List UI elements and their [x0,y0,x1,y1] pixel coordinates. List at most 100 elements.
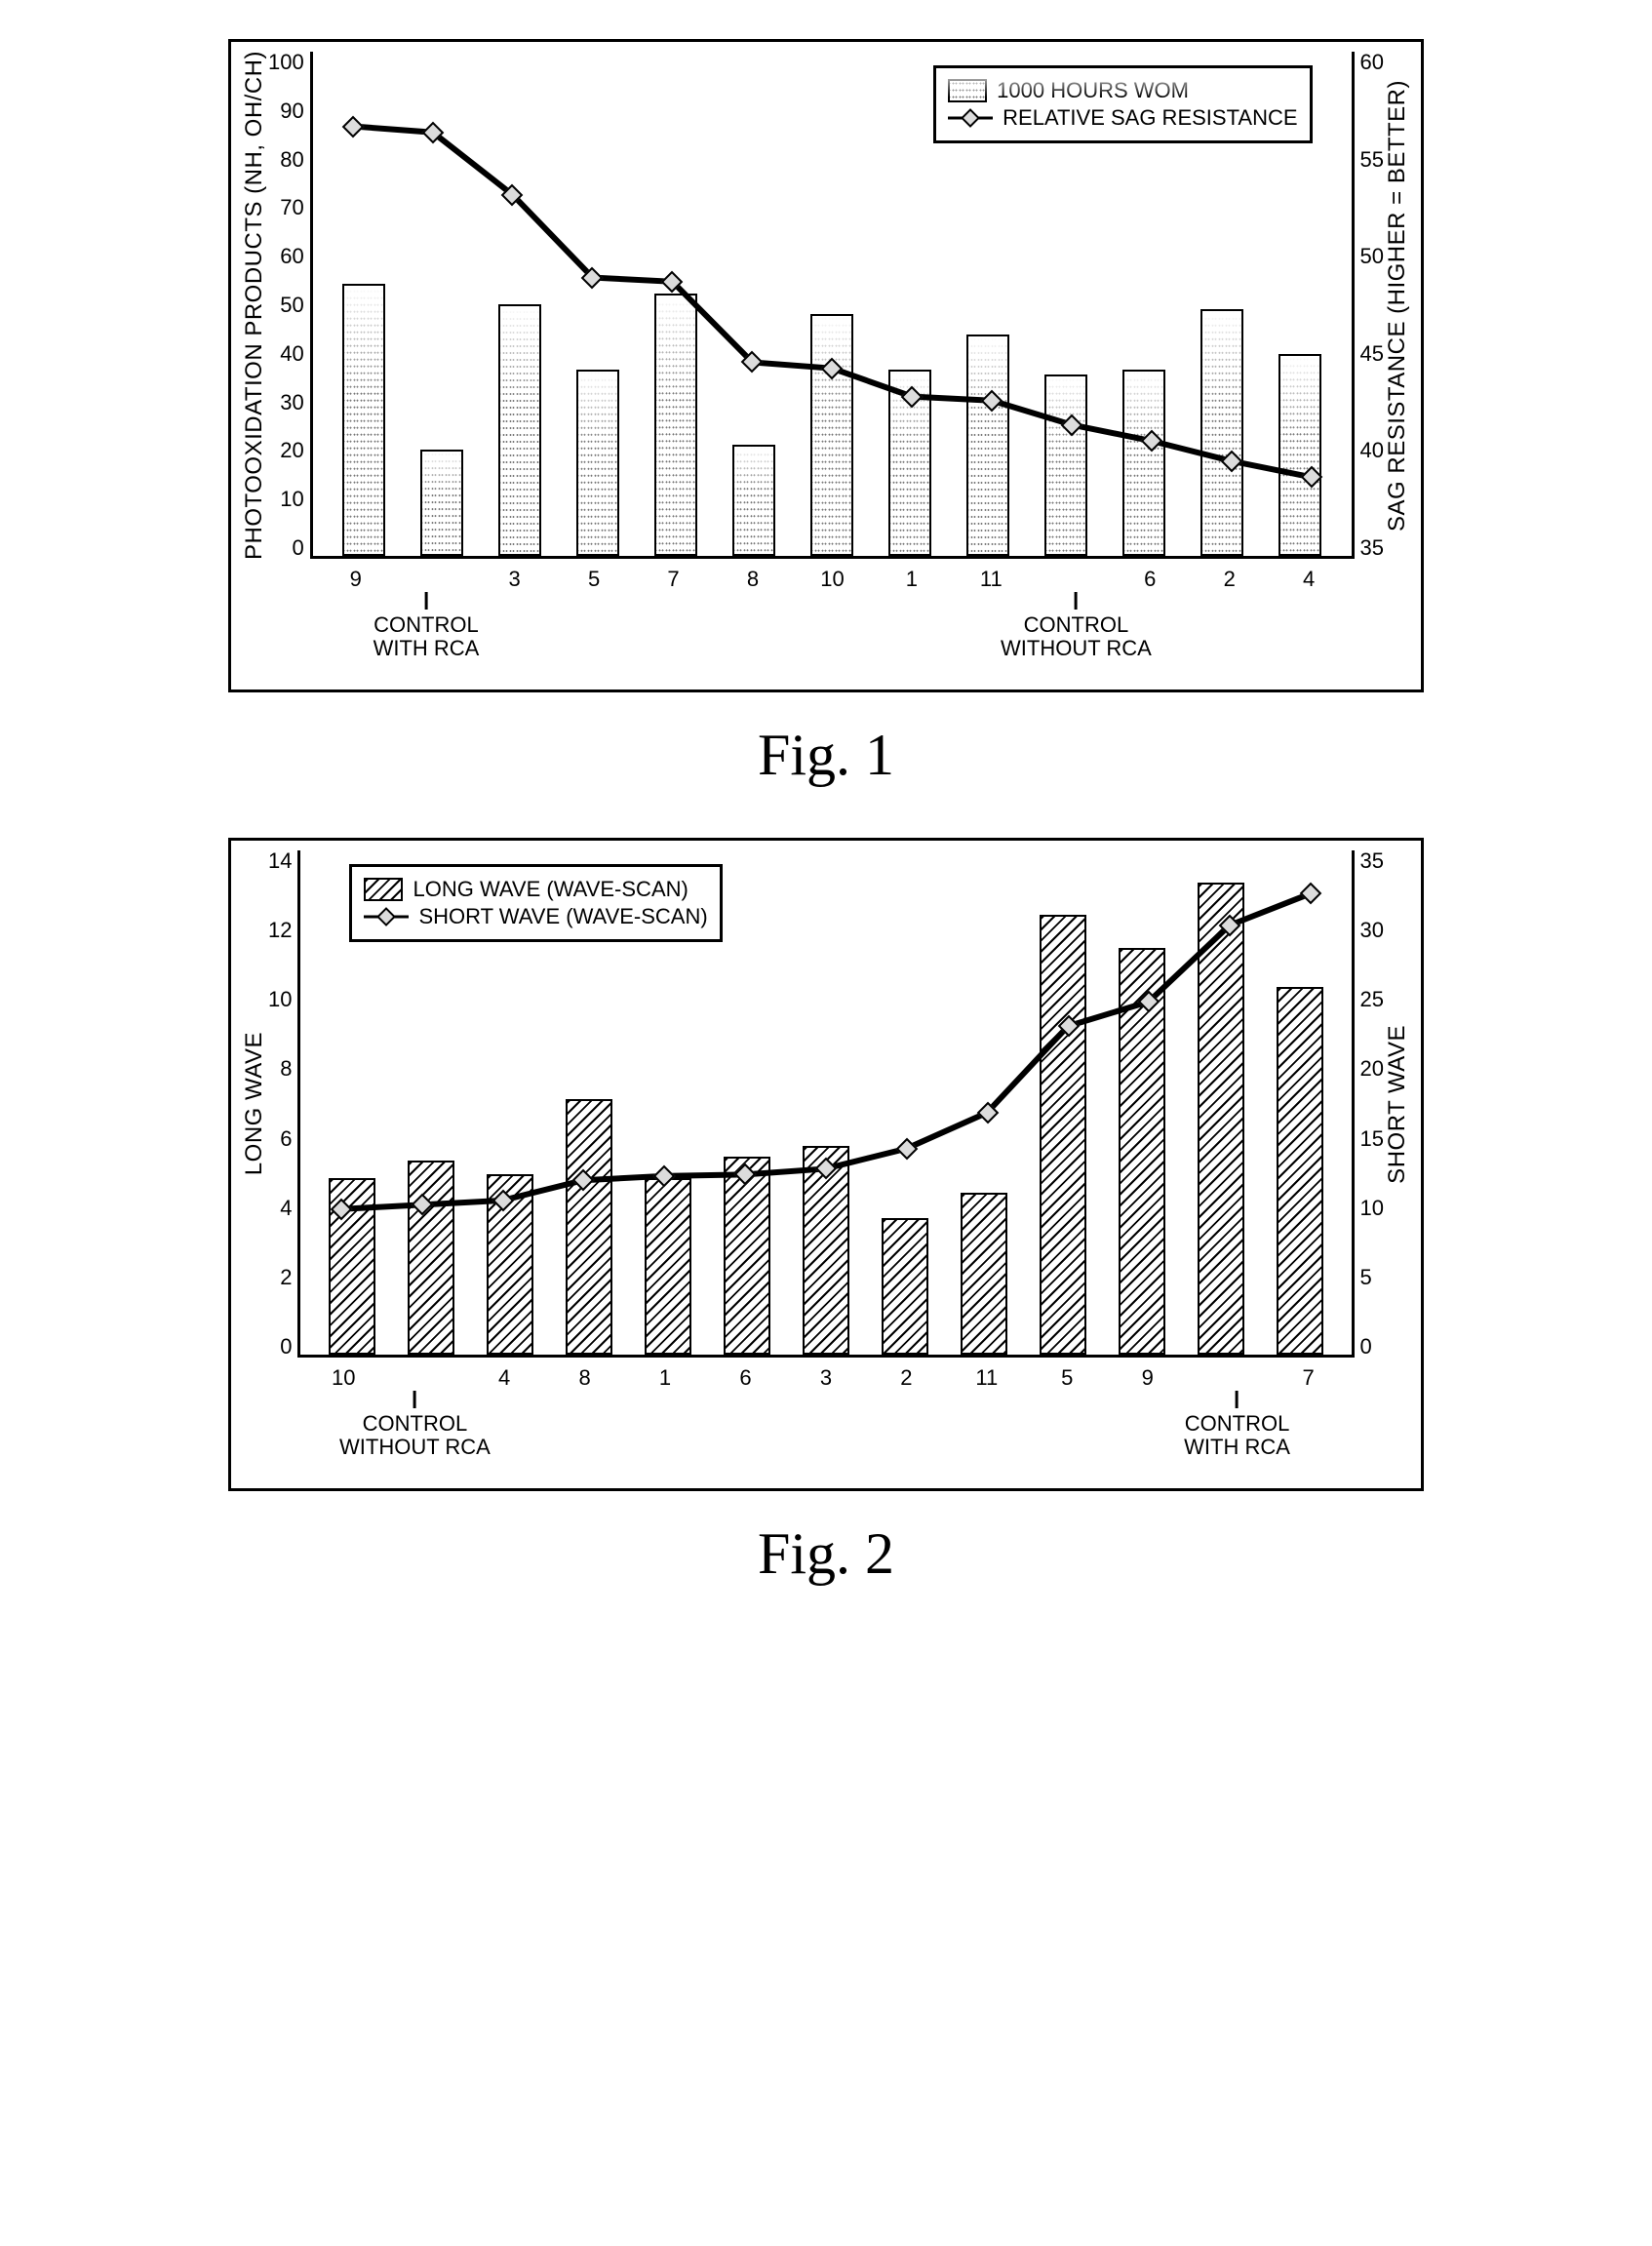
x-annotation: CONTROL WITHOUT RCA [339,1391,491,1459]
x-tick-label: 2 [1190,567,1269,592]
x-tick-label: 9 [1108,1365,1188,1391]
ytick-right: 5 [1360,1267,1384,1288]
x-tick-label: 9 [316,567,395,592]
x-tick-label: 10 [793,567,872,592]
plot-area: LONG WAVE (WAVE-SCAN)SHORT WAVE (WAVE-SC… [297,850,1354,1358]
ytick-left: 80 [268,149,304,171]
ytick-right: 55 [1360,149,1384,171]
y-axis-left-label: PHOTOOXIDATION PRODUCTS (NH, OH/CH) [241,51,268,560]
y-axis-right-ticks: 60 55 50 45 40 35 [1360,52,1384,559]
trend-line [353,127,1312,478]
x-tick-label [1188,1365,1268,1391]
ytick-left: 90 [268,100,304,122]
annotation-tick [413,1391,416,1408]
ytick-right: 40 [1360,440,1384,461]
ytick-left: 10 [268,989,292,1010]
legend-label: LONG WAVE (WAVE-SCAN) [413,877,688,902]
x-annotation: CONTROL WITHOUT RCA [1001,592,1152,660]
x-tick-label [383,1365,463,1391]
legend-row: 1000 HOURS WOM [948,78,1297,103]
y-axis-left-ticks: 1009080706050403020100 [268,52,304,559]
annotation-text: CONTROL WITH RCA [374,613,480,660]
ytick-right: 10 [1360,1198,1384,1219]
ytick-left: 10 [268,489,304,510]
x-tick-label: 8 [713,567,792,592]
x-tick-label: 7 [634,567,713,592]
y-axis-left-label: LONG WAVE [241,1032,268,1175]
legend-label: SHORT WAVE (WAVE-SCAN) [418,904,707,929]
x-axis: 9357810111624 [304,559,1360,592]
ytick-left: 30 [268,392,304,414]
figure-1: PHOTOOXIDATION PRODUCTS (NH, OH/CH)10090… [228,39,1424,692]
ytick-left: 70 [268,197,304,218]
legend-swatch-bar [364,878,403,901]
annotation-text: CONTROL WITHOUT RCA [339,1412,491,1459]
legend-row: SHORT WAVE (WAVE-SCAN) [364,904,707,929]
x-tick-label [1031,567,1110,592]
ytick-left: 2 [268,1267,292,1288]
legend-swatch-line [948,108,993,128]
figure-2-caption: Fig. 2 [39,1520,1613,1588]
ytick-left: 8 [268,1058,292,1080]
legend: LONG WAVE (WAVE-SCAN)SHORT WAVE (WAVE-SC… [349,864,722,942]
x-annotation: CONTROL WITH RCA [374,592,480,660]
x-tick-label: 3 [475,567,554,592]
x-tick-label: 3 [786,1365,866,1391]
ytick-right: 50 [1360,246,1384,267]
x-tick-label [395,567,474,592]
y-axis-right-label: SHORT WAVE [1384,1025,1411,1184]
annotation-text: CONTROL WITHOUT RCA [1001,613,1152,660]
legend-label: RELATIVE SAG RESISTANCE [1003,105,1297,131]
ytick-left: 12 [268,920,292,941]
ytick-right: 35 [1360,850,1384,872]
x-annotation: CONTROL WITH RCA [1184,1391,1290,1459]
ytick-left: 40 [268,343,304,365]
x-tick-label: 10 [303,1365,383,1391]
ytick-left: 0 [268,1336,292,1358]
ytick-right: 0 [1360,1336,1384,1358]
x-tick-label: 7 [1268,1365,1348,1391]
ytick-left: 50 [268,295,304,316]
ytick-left: 4 [268,1198,292,1219]
x-tick-label: 1 [872,567,951,592]
x-tick-label: 11 [947,1365,1027,1391]
annotation-text: CONTROL WITH RCA [1184,1412,1290,1459]
x-axis: 10 4816321159 7 [292,1358,1360,1391]
x-annotations: CONTROL WITH RCA CONTROL WITHOUT RCA [304,592,1360,680]
legend: 1000 HOURS WOMRELATIVE SAG RESISTANCE [933,65,1312,143]
x-tick-label: 4 [464,1365,544,1391]
ytick-left: 20 [268,440,304,461]
x-tick-label: 5 [1027,1365,1107,1391]
ytick-right: 35 [1360,537,1384,559]
ytick-right: 20 [1360,1058,1384,1080]
y-axis-right: 35302520151050SHORT WAVE [1360,850,1411,1358]
y-axis-right-ticks: 35302520151050 [1360,850,1384,1358]
ytick-left: 0 [268,537,304,559]
legend-row: RELATIVE SAG RESISTANCE [948,105,1297,131]
x-tick-label: 1 [625,1365,705,1391]
y-axis-right-label: SAG RESISTANCE (HIGHER = BETTER) [1384,80,1411,532]
plot-area: 1000 HOURS WOMRELATIVE SAG RESISTANCE [310,52,1355,559]
annotation-tick [1236,1391,1239,1408]
ytick-right: 25 [1360,989,1384,1010]
x-tick-label: 11 [952,567,1031,592]
x-tick-label: 5 [554,567,633,592]
ytick-right: 60 [1360,52,1384,73]
ytick-left: 100 [268,52,304,73]
ytick-left: 60 [268,246,304,267]
x-tick-label: 4 [1269,567,1348,592]
x-tick-label: 2 [866,1365,946,1391]
legend-swatch-line [364,907,409,926]
ytick-left: 14 [268,850,292,872]
y-axis-left: PHOTOOXIDATION PRODUCTS (NH, OH/CH)10090… [241,52,304,559]
figure-1-caption: Fig. 1 [39,722,1613,789]
y-axis-left-ticks: 14 12 10 8 6 4 2 0 [268,850,292,1358]
x-tick-label: 8 [544,1365,624,1391]
ytick-right: 45 [1360,343,1384,365]
ytick-left: 6 [268,1128,292,1150]
x-tick-label: 6 [705,1365,785,1391]
x-tick-label: 6 [1111,567,1190,592]
ytick-right: 30 [1360,920,1384,941]
figure-2: LONG WAVE14121086420LONG WAVE (WAVE-SCAN… [228,838,1424,1491]
annotation-tick [424,592,427,610]
